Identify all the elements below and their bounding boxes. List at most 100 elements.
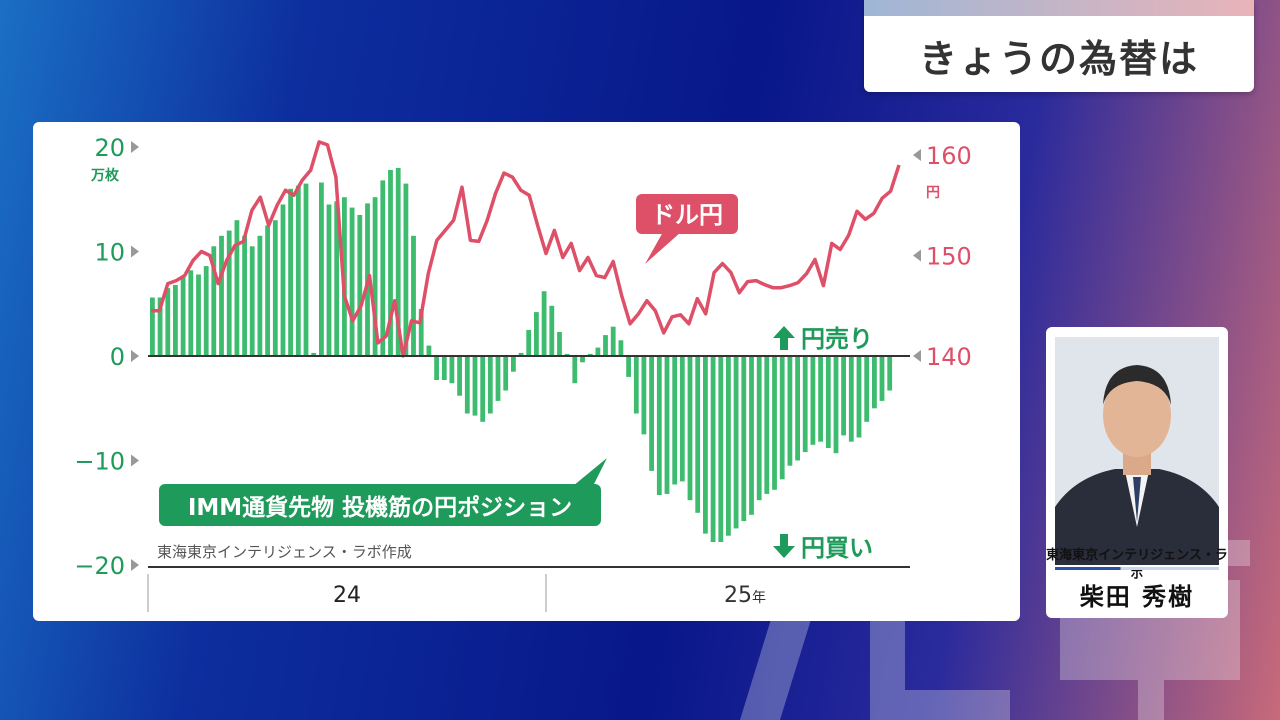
bar-10 [226, 230, 232, 356]
left-tick-marker-icon-2 [131, 350, 139, 362]
yen-selling-annotation: 円売り [773, 325, 873, 353]
bar-5 [188, 270, 194, 356]
bar-94 [872, 356, 877, 409]
left-tick-label-0: 20 [94, 134, 125, 162]
bar-24 [334, 201, 340, 356]
presenter-portrait [1055, 337, 1219, 565]
bar-47 [511, 356, 516, 372]
down-arrow-icon [773, 534, 795, 558]
bar-70 [687, 356, 693, 501]
left-tick-label-1: 10 [94, 239, 125, 267]
bar-57 [587, 353, 593, 356]
bar-72 [703, 356, 708, 534]
bar-80 [764, 356, 770, 494]
bar-1 [157, 297, 163, 356]
bar-93 [864, 356, 870, 422]
usdjpy-callout-label: ドル円 [651, 201, 723, 229]
bar-91 [848, 356, 854, 442]
right-tick-marker-icon-2 [913, 350, 921, 362]
program-title-box: きょうの為替は [864, 0, 1254, 92]
bar-79 [756, 356, 762, 501]
right-tick-marker-icon-1 [913, 249, 921, 262]
left-tick-marker-icon-4 [131, 559, 139, 571]
bar-78 [749, 356, 754, 515]
presenter-name: 柴田 秀樹 [1079, 583, 1195, 611]
yen-selling-label: 円売り [801, 325, 873, 353]
left-tick-label-3: −10 [74, 448, 125, 476]
bar-50 [534, 312, 539, 356]
bar-4 [180, 277, 186, 356]
right-tick-label-1: 150 [926, 243, 972, 271]
bar-23 [326, 204, 332, 356]
bar-33 [403, 183, 409, 356]
bar-55 [572, 356, 578, 384]
bar-89 [833, 356, 839, 454]
bar-63 [633, 356, 639, 414]
right-tick-marker-icon-0 [913, 149, 921, 161]
left-tick-marker-icon-1 [131, 245, 139, 258]
bar-39 [449, 356, 455, 384]
bar-76 [733, 356, 739, 529]
bar-6 [196, 274, 201, 356]
bar-48 [518, 352, 524, 356]
bar-53 [557, 332, 562, 356]
left-axis-unit: 万枚 [90, 167, 120, 184]
x-label-24: 24 [333, 583, 361, 608]
bar-26 [349, 207, 355, 356]
bar-87 [818, 356, 823, 442]
bar-59 [603, 335, 608, 356]
left-tick-marker-icon-3 [131, 454, 139, 467]
title-accent-bar [864, 0, 1254, 16]
bar-19 [295, 185, 301, 356]
bar-14 [257, 235, 263, 356]
bar-11 [234, 220, 240, 356]
bar-64 [641, 356, 647, 435]
bar-42 [472, 356, 478, 416]
bar-series [150, 167, 893, 542]
bar-69 [679, 356, 685, 482]
left-tick-label-4: −20 [74, 552, 125, 580]
bar-22 [319, 182, 324, 356]
bar-41 [464, 356, 470, 414]
bar-81 [772, 356, 777, 490]
bar-44 [487, 356, 493, 414]
chart: 20 10 0 −10 −20 万枚 160 150 140 円 ドル円 IMM通貨先物 投… [74, 134, 972, 612]
bar-3 [173, 284, 178, 356]
right-tick-label-2: 140 [926, 343, 972, 371]
bar-92 [856, 356, 862, 438]
bar-61 [618, 340, 624, 356]
bar-56 [580, 356, 585, 363]
bar-2 [165, 288, 171, 356]
left-tick-marker-icon-0 [131, 141, 139, 153]
chart-card: 20 10 0 −10 −20 万枚 160 150 140 円 ドル円 IMM通貨先物 投… [33, 122, 1020, 621]
bar-32 [395, 167, 401, 356]
presenter-photo [1055, 337, 1219, 565]
imm-callout: IMM通貨先物 投機筋の円ポジション [159, 458, 607, 526]
bar-83 [787, 356, 793, 466]
bar-15 [265, 225, 270, 356]
presenter-divider [1055, 567, 1219, 570]
bar-84 [795, 356, 800, 461]
bar-82 [779, 356, 785, 480]
bar-86 [810, 356, 816, 445]
bar-13 [249, 246, 255, 356]
bar-17 [280, 204, 286, 356]
bar-52 [549, 305, 555, 356]
bar-49 [526, 329, 532, 356]
bar-18 [288, 188, 293, 356]
presenter-organization: 東海東京インテリジェンス・ラボ [1046, 548, 1228, 582]
bar-9 [219, 235, 224, 356]
usdjpy-line [151, 140, 901, 358]
usdjpy-callout: ドル円 [636, 194, 738, 264]
bar-46 [503, 356, 509, 391]
x-label-25: 25 [724, 583, 752, 608]
bar-71 [695, 356, 701, 513]
source-credit: 東海東京インテリジェンス・ラボ作成 [157, 543, 412, 561]
up-arrow-icon [773, 326, 795, 350]
bar-67 [664, 356, 670, 494]
bar-60 [610, 326, 616, 356]
left-tick-label-2: 0 [110, 343, 125, 371]
bar-73 [710, 356, 716, 542]
bar-16 [272, 220, 278, 356]
bar-30 [380, 180, 386, 356]
